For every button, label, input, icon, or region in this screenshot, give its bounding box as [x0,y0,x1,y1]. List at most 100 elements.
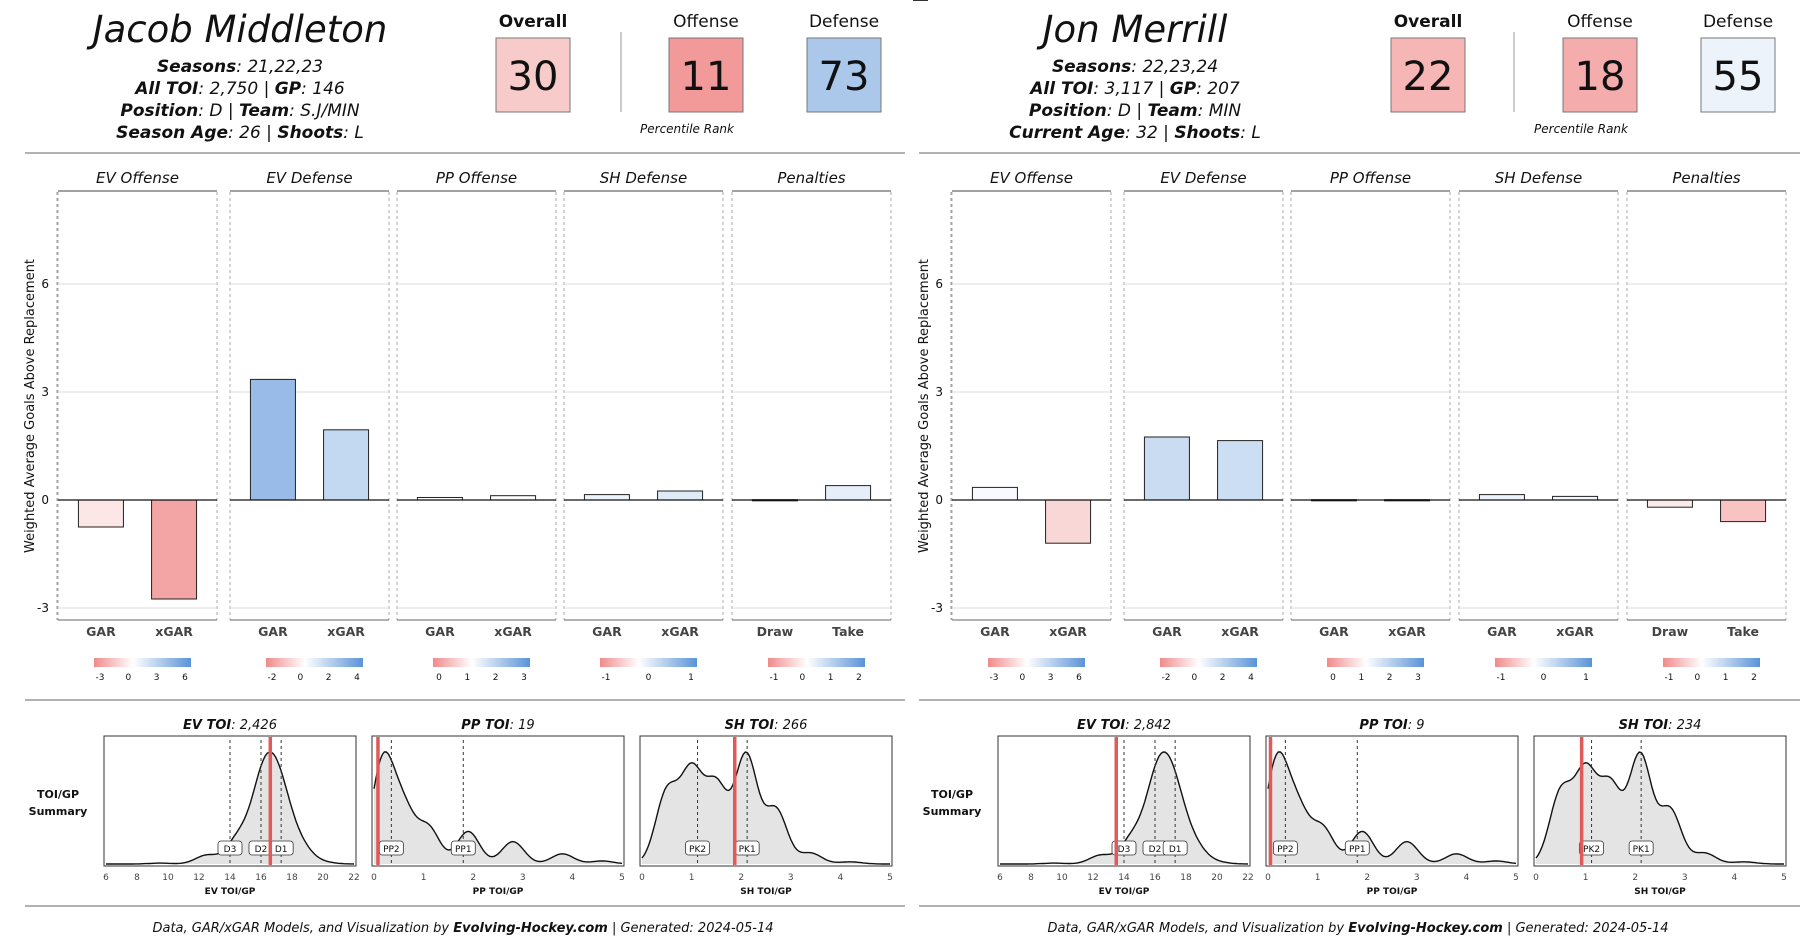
gar-panel-ev-offense: EV Offense GAR xGAR -3 0 3 6 [57,169,218,683]
x-category-label: GAR [86,624,116,639]
role-marker-box [1628,840,1654,856]
rank-value-overall: 22 [1403,54,1454,100]
toi-x-tick: 1 [421,873,427,883]
density-area [1268,752,1516,864]
role-marker-box [450,840,476,856]
player-info-segment: Position [1029,101,1107,121]
toi-title-key: SH TOI [1619,718,1669,733]
y-tick-label: 3 [935,385,943,399]
color-scale-tick: 3 [1415,673,1421,683]
color-scale-tick: 1 [1358,673,1364,683]
y-tick-label: -3 [931,601,943,615]
toi-summary-label: TOI/GP [931,788,973,801]
bar-gar [1143,436,1190,501]
color-scale-bar [988,658,1085,667]
toi-x-tick: 4 [838,873,844,883]
color-scale-bar [600,658,697,667]
bar-xgar [1045,499,1092,544]
player-info-segment: : 22,23,24 [1131,57,1218,77]
y-tick-label: 6 [41,277,49,291]
color-scale-bar [1495,658,1592,667]
toi-title-key: PP TOI [1359,718,1408,733]
toi-title: SH TOI: 234 [1619,718,1702,733]
density-curve [1267,751,1517,865]
player-info-segment: Shoots [1174,123,1240,143]
toi-x-tick: 2 [1632,873,1638,883]
gar-panel-ev-defense: EV Defense GAR xGAR -2 0 2 4 [229,169,390,683]
rank-value-offense: 11 [681,54,732,100]
toi-title-key: EV TOI [183,718,231,733]
toi-x-tick: 3 [1414,873,1420,883]
y-tick-label: 0 [935,493,943,507]
bar-gar [77,499,124,528]
color-scale-tick: 0 [1191,673,1197,683]
footer-prefix: Data, GAR/xGAR Models, and Visualization… [1047,921,1348,936]
player-info-segment: Team [1147,101,1197,121]
player-info-segment: : 3,117 | [1093,79,1169,99]
player-name: Jon Merrill [1036,8,1228,51]
toi-x-tick: 3 [788,873,794,883]
color-scale-tick: 3 [521,673,527,683]
gar-panel-penalties: Penalties Draw Take -1 0 1 2 [731,169,892,683]
toi-x-tick: 5 [619,873,625,883]
color-scale-tick: 1 [1723,673,1729,683]
toi-x-tick: 1 [1583,873,1589,883]
toi-x-tick: 10 [162,873,174,883]
toi-x-tick: 16 [255,873,267,883]
toi-title-value: : 2,842 [1125,718,1171,733]
toi-x-tick: 12 [1087,873,1098,883]
role-marker-label: D1 [275,845,288,855]
rank-box-offense [1562,37,1638,113]
toi-x-tick: 4 [1732,873,1738,883]
color-scale-tick: 2 [1220,673,1226,683]
toi-density-ev: EV TOI: 2,426 D3 D2 D1 6 8 10 12 14 16 18 20 22 EV TO… [103,718,360,897]
x-category-label: Take [1727,624,1759,639]
x-category-label: xGAR [1221,624,1259,639]
toi-x-tick: 6 [997,873,1003,883]
player-info-line: Current Age: 32 | Shoots: L [1009,123,1261,143]
x-category-label: xGAR [661,624,699,639]
role-marker-label: PP2 [383,845,400,855]
player-info-segment: Team [239,101,289,121]
role-marker-label: PP2 [1277,845,1294,855]
role-marker-label: PP1 [455,845,472,855]
y-tick-label: 6 [935,277,943,291]
footer-credit: Data, GAR/xGAR Models, and Visualization… [152,921,773,936]
player-info-line: Season Age: 26 | Shoots: L [116,123,364,143]
toi-title: PP TOI: 19 [461,718,534,733]
toi-x-tick: 16 [1149,873,1161,883]
player-info-segment: : D | [198,101,239,121]
toi-density-sh: SH TOI: 234 PK2 PK1 0 1 2 3 4 5 SH TOI/GP [1533,718,1787,897]
footer-credit: Data, GAR/xGAR Models, and Visualization… [1047,921,1668,936]
toi-x-tick: 2 [1364,873,1370,883]
color-scale-tick: 0 [1019,673,1025,683]
density-area [1536,752,1784,864]
x-category-label: GAR [1152,624,1182,639]
color-scale-bar [94,658,191,667]
role-marker-box [1579,840,1604,856]
color-scale-bar [1160,658,1257,667]
role-marker-box [217,840,243,856]
player-info-segment: : 32 | [1125,123,1174,143]
x-category-label: Take [832,624,864,639]
toi-x-tick: 14 [224,873,236,883]
bar-xgar [151,499,198,600]
rank-box-overall [495,37,571,113]
gar-panel-sh-defense: SH Defense GAR xGAR -1 0 1 [563,169,724,683]
color-scale-tick: 2 [1387,673,1393,683]
footer-suffix: | Generated: 2024-05-14 [1503,921,1669,936]
color-scale-tick: 0 [297,673,303,683]
toi-summary-label: Summary [923,805,982,818]
color-scale-tick: -1 [1497,673,1506,683]
bar-xgar [657,490,704,501]
color-scale-tick: -1 [602,673,611,683]
footer-brand: Evolving-Hockey.com [453,921,608,936]
footer-brand: Evolving-Hockey.com [1348,921,1503,936]
color-scale-bar [1327,658,1424,667]
toi-title-value: : 266 [774,718,807,733]
player-info-segment: GP [1170,79,1197,99]
player-info-line: Position: D | Team: S.J/MIN [120,101,359,121]
y-tick-label: 0 [41,493,49,507]
color-scale-tick: 0 [799,673,805,683]
player-info-segment: All TOI [1028,79,1093,99]
